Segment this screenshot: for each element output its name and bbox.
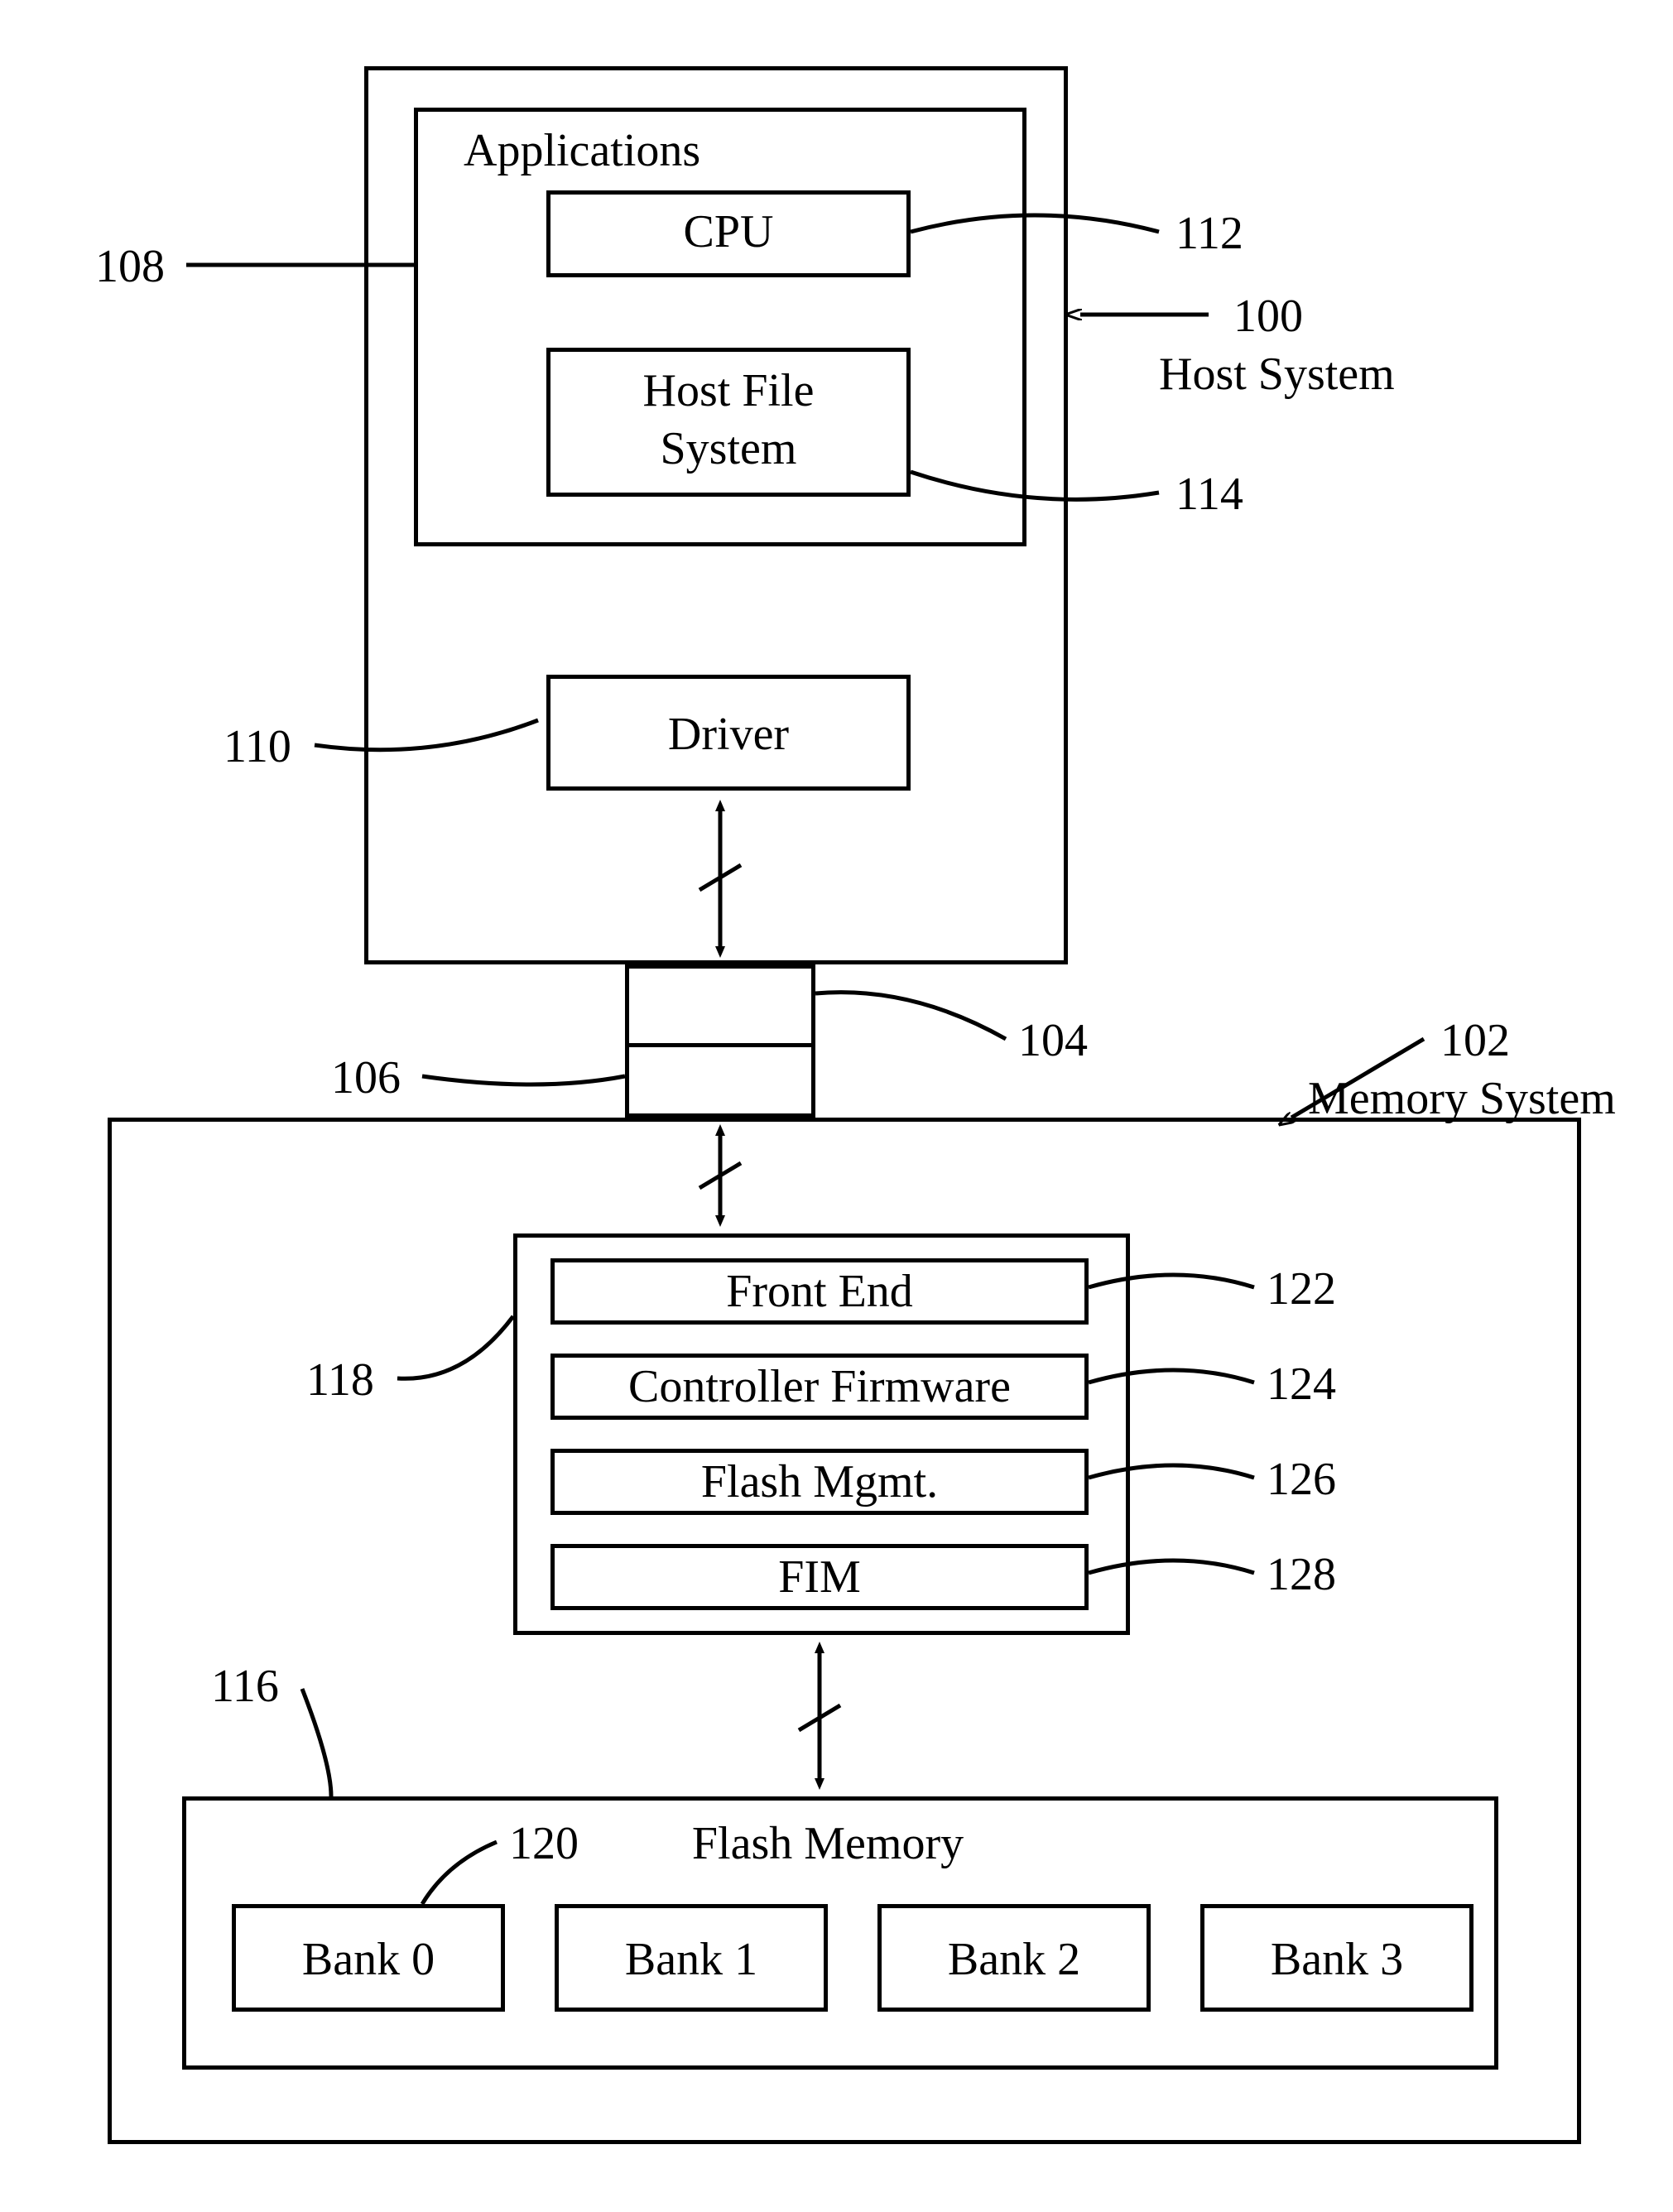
ref-104: 104	[1018, 1014, 1088, 1067]
ref-108: 108	[95, 240, 165, 293]
bank2-label: Bank 2	[877, 1933, 1151, 1986]
port-inner-line	[625, 1043, 815, 1047]
ref-122: 122	[1267, 1262, 1336, 1315]
fim-label: FIM	[550, 1551, 1089, 1604]
ref-118: 118	[306, 1354, 374, 1407]
ref-102-text: Memory System	[1308, 1072, 1616, 1125]
applications-title: Applications	[464, 124, 700, 177]
ref-126: 126	[1267, 1453, 1336, 1506]
flash-mgmt-label: Flash Mgmt.	[550, 1455, 1089, 1508]
ref-106: 106	[331, 1051, 401, 1104]
ref-124: 124	[1267, 1358, 1336, 1411]
cpu-label: CPU	[546, 205, 911, 258]
bank0-label: Bank 0	[232, 1933, 505, 1986]
ref-120: 120	[509, 1817, 579, 1870]
ref-100: 100	[1233, 290, 1303, 343]
port-box	[625, 964, 815, 1118]
fw-label: Controller Firmware	[550, 1360, 1089, 1413]
driver-label: Driver	[546, 708, 911, 761]
ref-112: 112	[1175, 207, 1243, 260]
ref-128: 128	[1267, 1548, 1336, 1601]
front-end-label: Front End	[550, 1265, 1089, 1318]
ref-110: 110	[224, 720, 291, 773]
ref-116: 116	[211, 1660, 279, 1713]
ref-114: 114	[1175, 468, 1243, 521]
bank3-label: Bank 3	[1200, 1933, 1473, 1986]
ref-102: 102	[1440, 1014, 1510, 1067]
hfs-line1: Host File	[546, 364, 911, 417]
hfs-line2: System	[546, 422, 911, 475]
ref-100-text: Host System	[1159, 348, 1395, 401]
bank1-label: Bank 1	[555, 1933, 828, 1986]
flash-memory-title: Flash Memory	[596, 1817, 1060, 1870]
